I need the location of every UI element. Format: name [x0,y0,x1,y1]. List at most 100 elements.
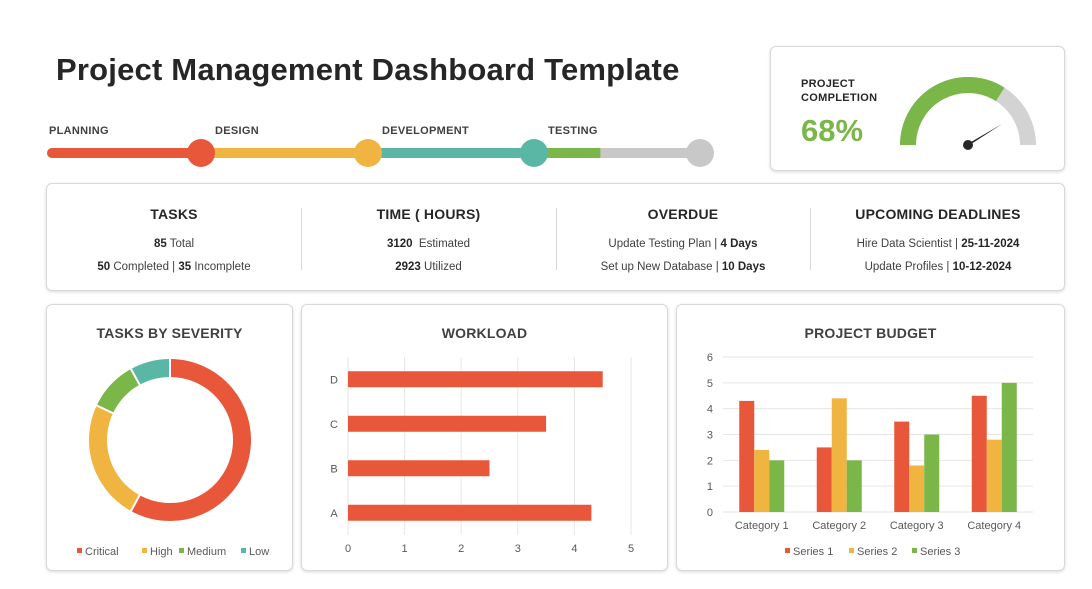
timeline-milestone-node [354,139,382,167]
legend-label: Low [249,546,269,558]
phase-label-planning: PLANNING [49,125,109,137]
donut-separator [95,404,115,415]
legend-swatch [179,548,184,553]
legend-label: Series 2 [857,546,897,558]
budget-bar-chart: 0 1 2 3 4 5 6 Category 1 Category 2 Category 3 Cat… [707,352,1033,558]
timeline-milestone-node [187,139,215,167]
legend-swatch [785,548,790,553]
legend-label: High [150,546,173,558]
severity-donut-chart: Critical High Medium Low [77,358,269,558]
completion-title: PROJECT COMPLETION [801,78,878,104]
stat-divider [301,208,302,270]
stats-card: TASKS 85 Total 50 Completed | 35 Incompl… [46,183,1065,291]
time-estimated: 3120 Estimated [386,238,471,250]
stat-divider [556,208,557,270]
workload-bar-b [348,460,490,477]
timeline-milestone-node [520,139,548,167]
deadline-item: Update Profiles | 10-12-2024 [864,261,1012,273]
phase-label-development: DEVELOPMENT [382,125,470,137]
tasks-stat: TASKS 85 Total 50 Completed | 35 Incompl… [47,184,301,292]
time-header: TIME ( HOURS) [376,206,481,222]
x-tick-label: 5 [628,543,634,555]
legend-label: Series 1 [793,546,833,558]
x-tick-label: Category 1 [735,520,789,532]
page-title: Project Management Dashboard Template [56,52,680,87]
legend-swatch [142,548,147,553]
y-tick-label: 0 [707,507,713,519]
x-tick-label: Category 4 [967,520,1021,532]
overdue-item: Set up New Database | 10 Days [600,261,766,273]
budget-bar-series-2 [831,398,847,512]
gauge-fill [900,77,1005,146]
deadlines-header: UPCOMING DEADLINES [855,206,1021,222]
y-tick-label: 6 [707,352,713,364]
legend-swatch [912,548,917,553]
legend-swatch [849,548,854,553]
x-tick-label: Category 3 [890,520,944,532]
y-tick-label: B [330,463,337,475]
workload-panel: WORKLOAD 0 1 2 3 4 5 A B C D [301,304,668,571]
donut-slice-medium [96,369,140,414]
tasks-breakdown: 50 Completed | 35 Incomplete [97,261,251,273]
x-tick-label: 4 [571,543,577,555]
phase-label-design: DESIGN [215,125,259,137]
timeline-milestone-node [686,139,714,167]
phase-label-testing: TESTING [548,125,598,137]
deadlines-stat: UPCOMING DEADLINES Hire Data Scientist |… [810,184,1066,292]
budget-bar-series-3 [924,434,940,512]
budget-bar-series-3 [769,460,785,512]
budget-bar-series-2 [754,450,770,512]
donut-separator [129,367,142,387]
legend-label: Medium [187,546,226,558]
legend-label: Series 3 [920,546,960,558]
y-tick-label: 3 [707,430,713,442]
workload-bar-c [348,415,547,432]
x-tick-label: Category 2 [812,520,866,532]
donut-slice-critical [130,359,251,521]
budget-bar-series-3 [846,460,862,512]
y-tick-label: D [330,374,338,386]
severity-title: TASKS BY SEVERITY [96,325,243,341]
x-tick-label: 0 [345,543,351,555]
budget-bar-series-2 [986,439,1002,512]
time-utilized: 2923 Utilized [395,261,462,273]
x-tick-label: 3 [515,543,521,555]
y-tick-label: 1 [707,481,713,493]
budget-bar-series-1 [894,421,910,512]
y-tick-label: 5 [707,378,713,390]
budget-bar-series-2 [909,465,925,512]
completion-gauge [900,77,1036,150]
donut-separator [129,493,142,513]
donut-slice-low [130,359,171,385]
tasks-header: TASKS [150,206,198,222]
time-stat: TIME ( HOURS) 3120 Estimated 2923 Utiliz… [301,184,556,292]
budget-bar-series-1 [971,395,987,512]
y-tick-label: A [330,508,338,520]
x-tick-label: 2 [458,543,464,555]
deadline-item: Hire Data Scientist | 25-11-2024 [856,238,1020,250]
severity-panel: TASKS BY SEVERITY Critical High Medium Low [46,304,293,571]
budget-bar-series-1 [739,400,755,512]
overdue-item: Update Testing Plan | 4 Days [608,238,758,250]
legend-swatch [241,548,246,553]
legend-label: Critical [85,546,119,558]
x-tick-label: 1 [402,543,408,555]
budget-bar-series-3 [1001,382,1017,512]
budget-title: PROJECT BUDGET [804,325,937,341]
overdue-stat: OVERDUE Update Testing Plan | 4 Days Set… [556,184,810,292]
tasks-total: 85 Total [153,238,195,250]
workload-title: WORKLOAD [441,325,528,341]
completion-value: 68% [801,113,864,148]
phase-timeline [47,139,714,167]
budget-bar-series-1 [816,447,832,512]
budget-panel: PROJECT BUDGET 0 1 2 3 4 5 6 Category 1 Category… [676,304,1065,571]
workload-bar-a [348,504,592,521]
y-tick-label: 4 [707,404,713,416]
stat-divider [810,208,811,270]
completion-card: PROJECT COMPLETION 68% [770,46,1065,171]
overdue-header: OVERDUE [647,206,719,222]
donut-slice-high [89,405,140,511]
workload-bar-d [348,371,603,388]
workload-bar-chart: 0 1 2 3 4 5 A B C D [330,357,634,555]
y-tick-label: C [330,419,338,431]
